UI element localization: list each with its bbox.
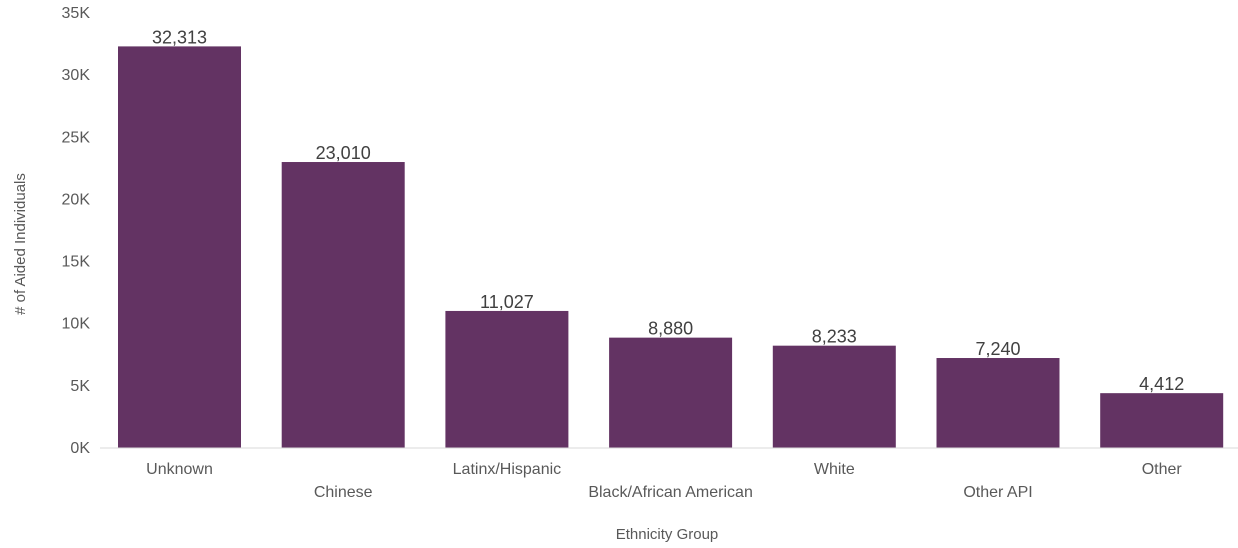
y-tick-label: 30K [62, 67, 91, 84]
bars [118, 46, 1224, 449]
y-tick-label: 25K [62, 129, 91, 146]
y-tick-label: 35K [62, 5, 91, 22]
x-tick-label: Other [1142, 461, 1183, 478]
x-tick-label: Chinese [314, 484, 373, 501]
data-label: 23,010 [316, 143, 371, 163]
bar [936, 358, 1060, 448]
x-tick-label: Other API [963, 484, 1032, 501]
bar [281, 162, 405, 449]
bar [1100, 393, 1224, 448]
data-label: 7,240 [975, 339, 1020, 359]
data-label: 11,027 [480, 292, 534, 312]
data-label: 8,880 [648, 319, 693, 339]
x-tick-label: Black/African American [588, 484, 753, 501]
y-tick-label: 10K [62, 316, 91, 333]
x-axis-title: Ethnicity Group [616, 526, 719, 543]
y-tick-label: 0K [70, 440, 90, 457]
data-label: 8,233 [812, 327, 857, 347]
x-tick-label: Latinx/Hispanic [453, 461, 562, 478]
y-axis-ticks: 0K 5K 10K 15K 20K 25K 30K 35K [62, 5, 91, 457]
data-label: 32,313 [152, 27, 207, 47]
bar [609, 337, 733, 448]
x-axis-tick-labels: Unknown Chinese Latinx/Hispanic Black/Afric… [146, 461, 1182, 501]
x-tick-label: Unknown [146, 461, 213, 478]
y-tick-label: 20K [62, 191, 91, 208]
y-axis-title: # of Aided Individuals [12, 173, 29, 315]
bar [118, 46, 241, 449]
bar [772, 345, 896, 448]
data-label: 4,412 [1139, 374, 1184, 394]
bar [445, 310, 569, 448]
y-tick-label: 5K [70, 378, 90, 395]
y-tick-label: 15K [62, 254, 91, 271]
x-tick-label: White [814, 461, 855, 478]
data-labels: 32,313 23,010 11,027 8,880 8,233 7,240 4,412 [152, 27, 1184, 394]
